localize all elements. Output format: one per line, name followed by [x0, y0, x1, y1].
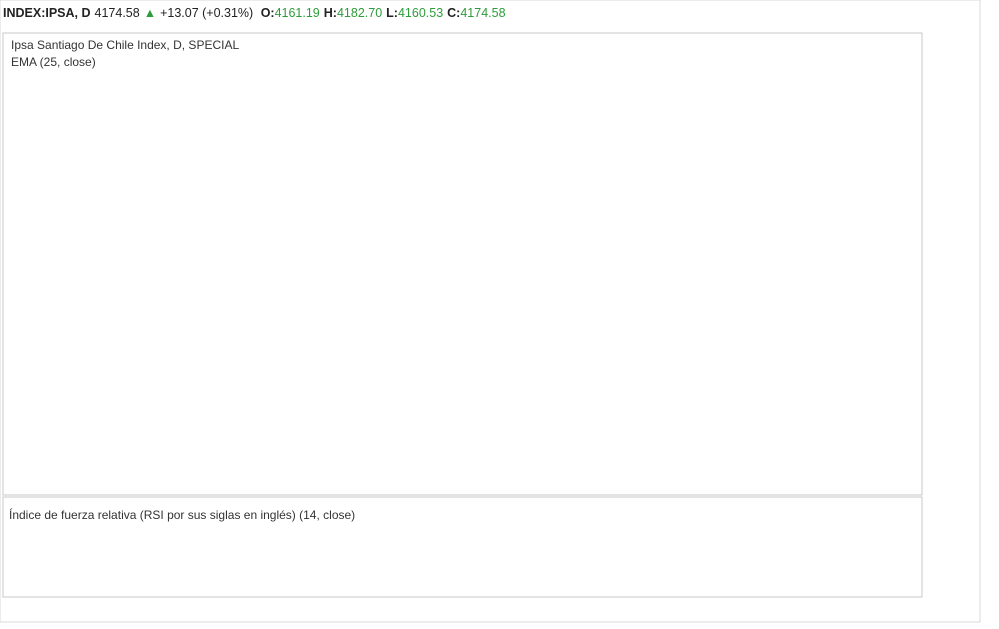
ema-legend: EMA (25, close): [11, 55, 96, 69]
up-arrow: ▲: [143, 6, 157, 20]
ohlc-value: 4161.19: [274, 6, 320, 20]
main-title: Ipsa Santiago De Chile Index, D, SPECIAL: [11, 38, 239, 52]
ohlc: O:4161.19 H:4182.70 L:4160.53 C:4174.58: [261, 6, 510, 20]
rsi-pane: [2, 496, 923, 598]
rsi-title: Índice de fuerza relativa (RSI por sus s…: [9, 507, 355, 522]
ohlc-label: L:: [386, 6, 398, 20]
price-pane: [2, 32, 923, 496]
last-price: 4174.58: [94, 6, 140, 20]
ohlc-value: 4174.58: [460, 6, 506, 20]
change: +13.07 (+0.31%): [160, 6, 254, 20]
ohlc-value: 4160.53: [397, 6, 444, 20]
ohlc-label: O:: [260, 6, 275, 20]
header: INDEX:IPSA, D 4174.58 ▲ +13.07 (+0.31%) O:4…: [3, 6, 514, 20]
symbol: INDEX:IPSA, D: [3, 6, 91, 20]
ohlc-label: H:: [323, 6, 337, 20]
ohlc-value: 4182.70: [336, 6, 383, 20]
frame: [0, 0, 981, 623]
ohlc-label: C:: [447, 6, 461, 20]
